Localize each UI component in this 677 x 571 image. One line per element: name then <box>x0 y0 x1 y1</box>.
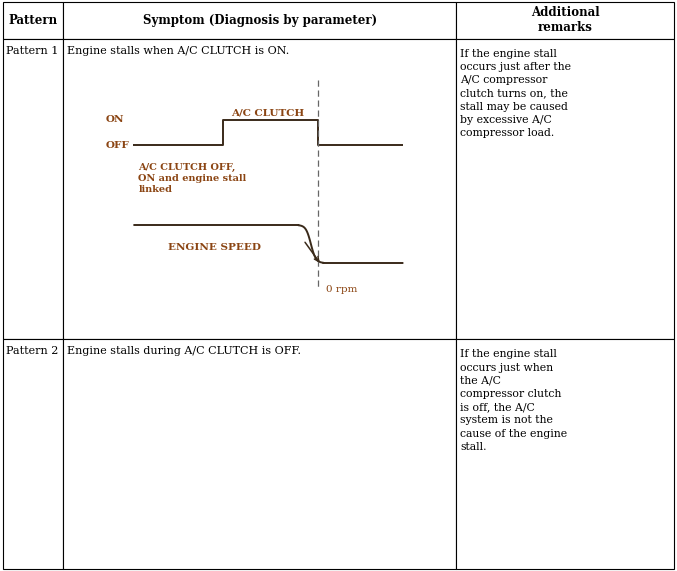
Text: Symptom (Diagnosis by parameter): Symptom (Diagnosis by parameter) <box>143 14 376 27</box>
Bar <box>456 2 674 39</box>
Text: OFF: OFF <box>106 140 129 150</box>
Text: If the engine stall
occurs just after the
A/C compressor
clutch turns on, the
st: If the engine stall occurs just after th… <box>460 49 571 138</box>
Bar <box>3 339 64 569</box>
Bar <box>64 2 456 39</box>
Text: Engine stalls during A/C CLUTCH is OFF.: Engine stalls during A/C CLUTCH is OFF. <box>68 347 301 356</box>
Bar <box>456 39 674 339</box>
Text: A/C CLUTCH: A/C CLUTCH <box>232 108 305 117</box>
Text: A/C CLUTCH OFF,
ON and engine stall
linked: A/C CLUTCH OFF, ON and engine stall link… <box>138 163 246 194</box>
Text: Pattern 2: Pattern 2 <box>6 347 58 356</box>
Bar <box>3 39 64 339</box>
Text: If the engine stall
occurs just when
the A/C
compressor clutch
is off, the A/C
s: If the engine stall occurs just when the… <box>460 349 567 452</box>
Bar <box>3 2 64 39</box>
Text: Pattern: Pattern <box>9 14 58 27</box>
Bar <box>64 339 456 569</box>
Bar <box>64 39 456 339</box>
Text: Additional
remarks: Additional remarks <box>531 6 599 34</box>
Bar <box>456 339 674 569</box>
Text: Pattern 1: Pattern 1 <box>6 46 58 56</box>
Text: 0 rpm: 0 rpm <box>326 285 357 294</box>
Text: ENGINE SPEED: ENGINE SPEED <box>169 243 261 252</box>
Text: ON: ON <box>106 115 124 124</box>
Text: Engine stalls when A/C CLUTCH is ON.: Engine stalls when A/C CLUTCH is ON. <box>68 46 290 56</box>
